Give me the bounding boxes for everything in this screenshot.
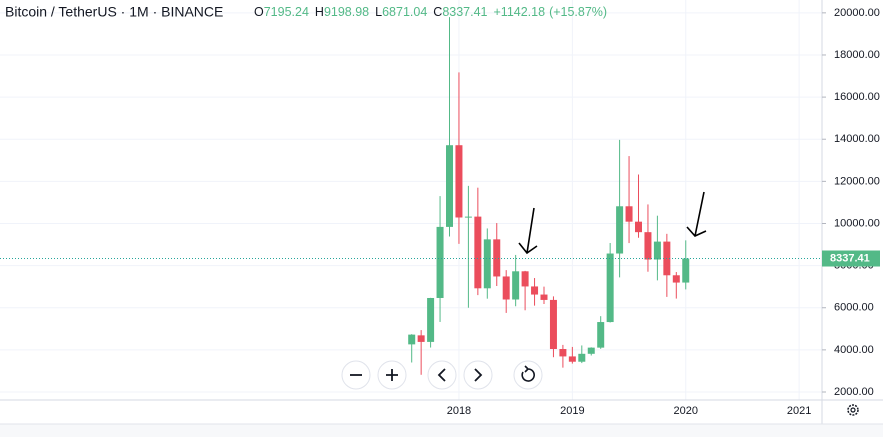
candle-body bbox=[417, 335, 425, 342]
x-tick-label: 2018 bbox=[447, 405, 471, 417]
icon bbox=[386, 369, 398, 381]
ohlc-key: L bbox=[375, 5, 382, 19]
y-tick-label: 12000.00 bbox=[834, 175, 880, 187]
ohlc-key: C bbox=[433, 5, 442, 19]
y-tick-label: 14000.00 bbox=[834, 133, 880, 145]
gear-icon bbox=[850, 407, 856, 413]
ohlc-value: 7195.24 bbox=[264, 5, 309, 19]
candle-body bbox=[474, 216, 482, 289]
nav-buttons bbox=[341, 360, 543, 390]
settings-button[interactable] bbox=[847, 404, 859, 416]
y-tick-label: 2000.00 bbox=[834, 386, 874, 398]
candle-body bbox=[436, 226, 444, 298]
gear-icon bbox=[847, 404, 859, 416]
bottom-toolbar bbox=[0, 424, 883, 437]
y-tick-label: 10000.00 bbox=[834, 217, 880, 229]
annotation-arrows bbox=[518, 191, 707, 255]
candles bbox=[408, 17, 690, 375]
ohlc-value: 6871.04 bbox=[382, 5, 427, 19]
candle-body bbox=[644, 232, 652, 260]
candle-body bbox=[625, 206, 633, 222]
arrow bbox=[686, 191, 707, 237]
candle-body bbox=[446, 145, 453, 227]
candle-body bbox=[455, 145, 463, 218]
y-tick-label: 4000.00 bbox=[834, 344, 874, 356]
candle-body bbox=[521, 271, 529, 287]
x-tick-label: 2021 bbox=[787, 405, 811, 417]
y-tick-label: 18000.00 bbox=[834, 49, 880, 61]
candle-body bbox=[427, 297, 435, 342]
arrow bbox=[518, 207, 538, 255]
candle-body bbox=[483, 239, 491, 289]
candle-body bbox=[531, 286, 539, 295]
ohlc-key: O bbox=[254, 5, 264, 19]
x-tick-label: 2019 bbox=[560, 405, 584, 417]
candle-body bbox=[568, 356, 576, 362]
candle-body bbox=[559, 349, 567, 357]
candle-body bbox=[549, 299, 557, 350]
icon bbox=[437, 368, 446, 382]
icon bbox=[521, 365, 535, 382]
candle-body bbox=[653, 241, 661, 260]
last-price-label: 8337.41 bbox=[830, 252, 870, 264]
ohlc-key: H bbox=[315, 5, 324, 19]
scroll-left-button[interactable] bbox=[427, 360, 457, 390]
ohlc-value: 8337.41 bbox=[442, 5, 487, 19]
x-tick-label: 2020 bbox=[674, 405, 698, 417]
candle-body bbox=[672, 275, 680, 283]
candle-body bbox=[597, 322, 605, 348]
last-price-box bbox=[822, 250, 880, 267]
candle-body bbox=[493, 239, 501, 277]
scroll-right-button[interactable] bbox=[463, 360, 493, 390]
candle-body bbox=[587, 347, 595, 354]
candle-body bbox=[616, 206, 624, 254]
change-percent: (+15.87%) bbox=[549, 5, 607, 19]
candle-body bbox=[408, 334, 416, 345]
y-tick-label: 16000.00 bbox=[834, 91, 880, 103]
reset-button[interactable] bbox=[513, 360, 543, 390]
candle-body bbox=[635, 221, 642, 233]
icon bbox=[474, 368, 483, 382]
change-value: +1142.18 bbox=[494, 5, 546, 19]
candle-body bbox=[540, 294, 548, 300]
candle-body bbox=[578, 353, 586, 362]
candle-body bbox=[502, 276, 510, 300]
y-tick-label: 20000.00 bbox=[834, 7, 880, 19]
ohlc-legend: O7195.24 H9198.98 L6871.04 C8337.41 +1142.18… bbox=[254, 5, 607, 19]
candle-body bbox=[606, 253, 614, 323]
candle-body bbox=[512, 271, 520, 300]
candle-body bbox=[682, 258, 690, 283]
chart-title: Bitcoin / TetherUS · 1M · BINANCE bbox=[5, 4, 223, 20]
ohlc-value: 9198.98 bbox=[324, 5, 369, 19]
candle-body bbox=[464, 216, 472, 218]
y-tick-label: 6000.00 bbox=[834, 302, 874, 314]
